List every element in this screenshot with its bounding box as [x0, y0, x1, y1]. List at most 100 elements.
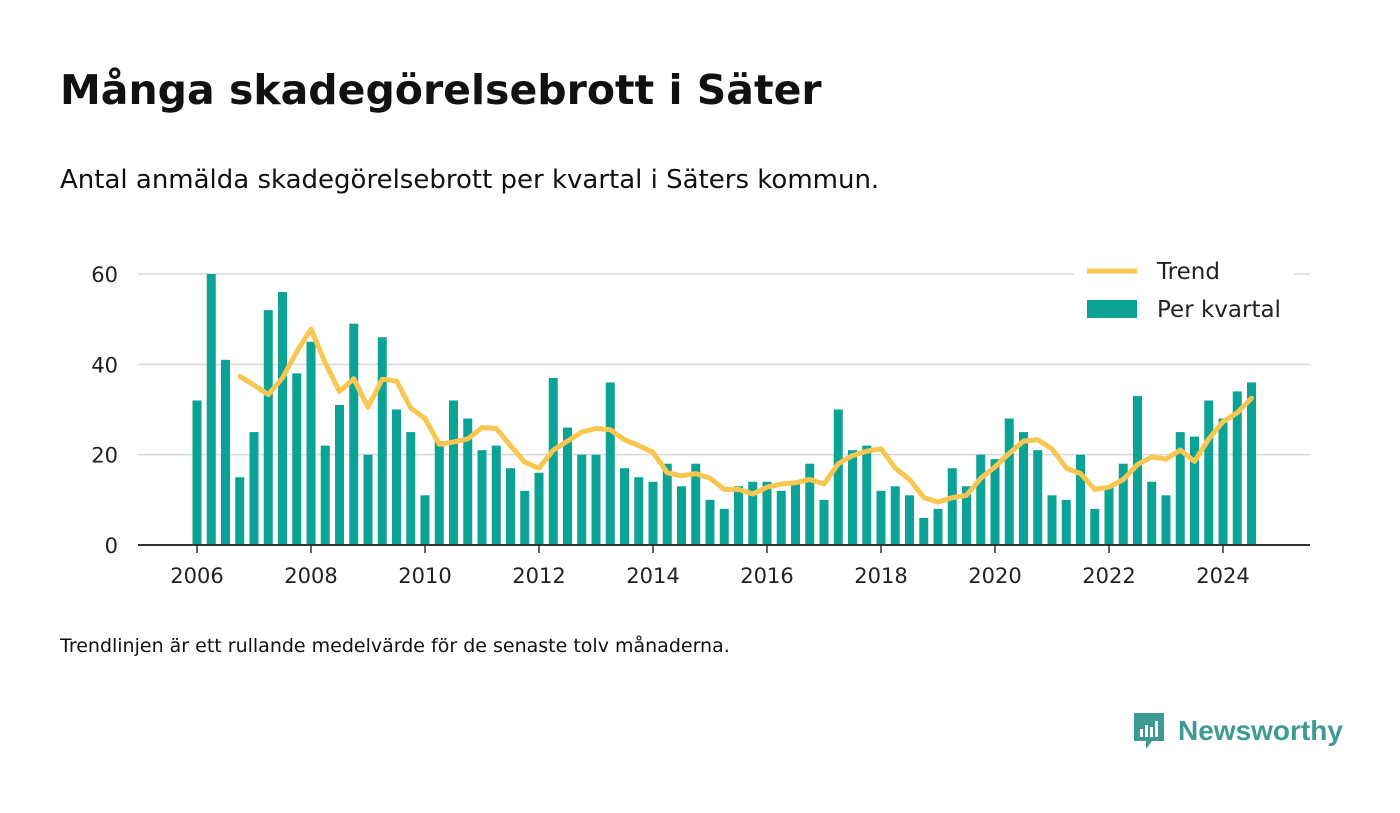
bar [734, 486, 743, 545]
bar [748, 481, 758, 545]
bar [491, 445, 501, 545]
bar [1247, 382, 1256, 545]
x-tick-label: 2022 [1082, 564, 1135, 588]
bar [677, 486, 686, 545]
bar [335, 404, 344, 545]
x-tick-label: 2010 [398, 564, 451, 588]
bar [263, 310, 273, 545]
bar [1004, 418, 1014, 545]
bar [1090, 508, 1100, 545]
trend-layer [237, 326, 1254, 505]
x-tick-label: 2020 [968, 564, 1021, 588]
legend: Trend Per kvartal [1074, 256, 1294, 336]
x-tick-label: 2014 [626, 564, 679, 588]
bar [1133, 395, 1142, 545]
bar [349, 323, 359, 545]
brand-logo: Newsworthy [1132, 711, 1343, 751]
bar [605, 382, 615, 545]
x-tick-label: 2024 [1196, 564, 1249, 588]
bar [506, 468, 515, 545]
bar [862, 445, 872, 545]
bar [563, 427, 572, 545]
bar [1204, 400, 1214, 545]
bar [249, 432, 259, 545]
bar [1147, 481, 1157, 545]
bar [534, 472, 544, 545]
bar [477, 450, 487, 545]
bar [962, 486, 971, 545]
bar [691, 463, 701, 545]
bar [776, 490, 786, 545]
y-tick-label: 40 [91, 353, 118, 377]
bar [634, 477, 644, 545]
bar [848, 450, 857, 545]
x-tick-label: 2018 [854, 564, 907, 588]
bar [577, 454, 587, 545]
bar [662, 463, 672, 545]
bar [591, 454, 601, 545]
bar [1161, 495, 1171, 545]
bar [1061, 499, 1071, 545]
bar [819, 499, 829, 545]
bar [420, 495, 430, 545]
y-tick-label: 20 [91, 444, 118, 468]
bar [377, 337, 387, 545]
bar [947, 468, 957, 545]
brand-name: Newsworthy [1178, 715, 1343, 746]
bar [278, 292, 287, 545]
bar [449, 400, 458, 545]
x-tick-label: 2008 [284, 564, 337, 588]
bar [292, 373, 302, 545]
bar [833, 409, 843, 545]
bar [392, 409, 401, 545]
bar [919, 517, 929, 545]
bar [876, 490, 886, 545]
legend-trend-label: Trend [1156, 259, 1220, 285]
bar [805, 463, 815, 545]
bar [976, 454, 986, 545]
footnote: Trendlinjen är ett rullande medelvärde f… [60, 635, 730, 657]
x-tick-label: 2012 [512, 564, 565, 588]
legend-bar-label: Per kvartal [1157, 297, 1281, 323]
bar [933, 508, 943, 545]
bar [320, 445, 330, 545]
bar [1033, 450, 1043, 545]
bar [1190, 436, 1199, 545]
bar [1104, 486, 1114, 545]
bars-layer [192, 274, 1256, 545]
y-tick-label: 60 [91, 263, 118, 287]
legend-bar-swatch [1087, 300, 1137, 318]
bar [705, 499, 715, 545]
bar [648, 481, 658, 545]
chart-subtitle: Antal anmälda skadegörelsebrott per kvar… [60, 165, 880, 195]
bar [990, 459, 1000, 545]
trend-line [237, 326, 1254, 505]
bar [905, 495, 914, 545]
bar [520, 490, 530, 545]
bar [548, 377, 558, 545]
bar [463, 418, 473, 545]
axis-layer: 2006 2008 2010 2012 2014 2016 2018 2020 2022 2024 [138, 544, 1310, 588]
bar [363, 454, 373, 545]
bar [620, 468, 629, 545]
bar [306, 341, 316, 545]
bar [192, 400, 202, 545]
bar [1047, 495, 1057, 545]
newsworthy-logo-icon [1134, 713, 1164, 749]
bar [1019, 432, 1028, 545]
bar [235, 477, 245, 545]
bar [762, 481, 772, 545]
y-tick-label: 0 [105, 534, 118, 558]
bar [890, 486, 900, 545]
bar [719, 508, 729, 545]
chart-title: Många skadegörelsebrott i Säter [60, 66, 822, 114]
x-tick-label: 2016 [740, 564, 793, 588]
bar [221, 359, 230, 545]
bar [1175, 432, 1185, 545]
bar [1218, 418, 1228, 545]
bar [1118, 463, 1128, 545]
bar [791, 481, 800, 545]
bar [206, 274, 216, 545]
bar [1232, 391, 1242, 545]
